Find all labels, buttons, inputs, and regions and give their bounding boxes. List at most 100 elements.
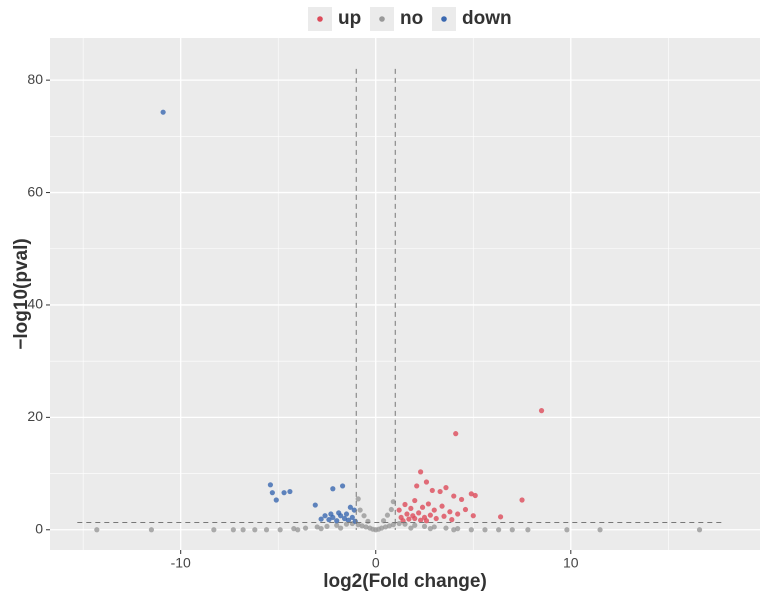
point [429, 487, 435, 494]
point [318, 516, 324, 522]
point [468, 491, 474, 497]
legend-label: up [338, 8, 361, 29]
point [281, 490, 287, 496]
point [240, 527, 246, 533]
point [396, 520, 402, 527]
point [468, 527, 474, 533]
point [302, 525, 309, 531]
point [328, 511, 334, 517]
point [449, 517, 455, 523]
point [458, 496, 465, 503]
point [437, 488, 443, 495]
point [418, 469, 424, 475]
point [696, 527, 703, 533]
point [497, 514, 504, 520]
point [451, 493, 457, 499]
point [334, 518, 340, 524]
point [408, 505, 414, 512]
plot-panel [50, 38, 760, 550]
point [496, 527, 502, 533]
point [352, 518, 358, 524]
y-tick-label: 20 [27, 408, 43, 424]
point [414, 483, 420, 489]
point [482, 527, 488, 533]
point [443, 525, 449, 531]
point [509, 527, 515, 533]
point [427, 526, 433, 532]
point [425, 501, 432, 507]
point [351, 507, 357, 513]
point [423, 479, 430, 485]
point [433, 515, 439, 522]
point [355, 522, 361, 528]
point [252, 527, 258, 533]
point [330, 486, 336, 492]
point [390, 522, 396, 528]
point [267, 482, 274, 488]
point [431, 507, 437, 513]
point [361, 513, 367, 519]
point [359, 523, 365, 529]
point [318, 526, 324, 532]
x-tick-label: -10 [171, 555, 191, 571]
point [263, 527, 270, 533]
legend-label: down [462, 8, 512, 29]
point [312, 502, 318, 508]
point [462, 506, 469, 513]
point [453, 431, 459, 437]
point [439, 503, 445, 509]
point [412, 515, 418, 522]
point [324, 523, 330, 529]
point [419, 504, 426, 510]
point [418, 517, 424, 523]
point [470, 513, 476, 519]
point [273, 497, 279, 503]
point [408, 525, 414, 531]
point [431, 524, 437, 530]
y-tick-label: 0 [35, 520, 43, 536]
point [378, 525, 385, 531]
point [404, 511, 410, 517]
point [341, 515, 348, 522]
point [355, 496, 361, 502]
x-axis-title: log2(Fold change) [323, 571, 487, 592]
point [455, 511, 461, 517]
point [336, 510, 342, 516]
legend-swatch [441, 16, 447, 22]
point [538, 408, 545, 414]
y-tick-label: 40 [27, 296, 43, 312]
point [423, 518, 430, 524]
legend-label: no [400, 8, 423, 29]
y-axis-title: −log10(pval) [11, 238, 32, 349]
point [427, 512, 433, 518]
y-tick-label: 60 [27, 183, 43, 199]
point [211, 527, 217, 533]
point [441, 513, 447, 519]
point [455, 526, 461, 532]
point [525, 527, 531, 533]
legend-swatch [317, 16, 323, 22]
point [388, 506, 394, 513]
point [347, 504, 353, 510]
y-tick-label: 80 [27, 71, 43, 87]
point [597, 527, 603, 533]
point [287, 488, 293, 495]
point [349, 514, 355, 521]
point [338, 525, 344, 531]
point [339, 483, 346, 489]
point [363, 524, 369, 530]
point [382, 524, 389, 530]
point [390, 499, 396, 505]
point [365, 518, 371, 524]
point [230, 527, 236, 533]
point [386, 523, 392, 529]
x-tick-label: 10 [563, 555, 579, 571]
point [345, 517, 352, 523]
point [314, 524, 320, 530]
point [406, 516, 412, 522]
point [148, 527, 155, 533]
point [519, 497, 525, 503]
point [160, 109, 166, 115]
point [94, 527, 100, 533]
